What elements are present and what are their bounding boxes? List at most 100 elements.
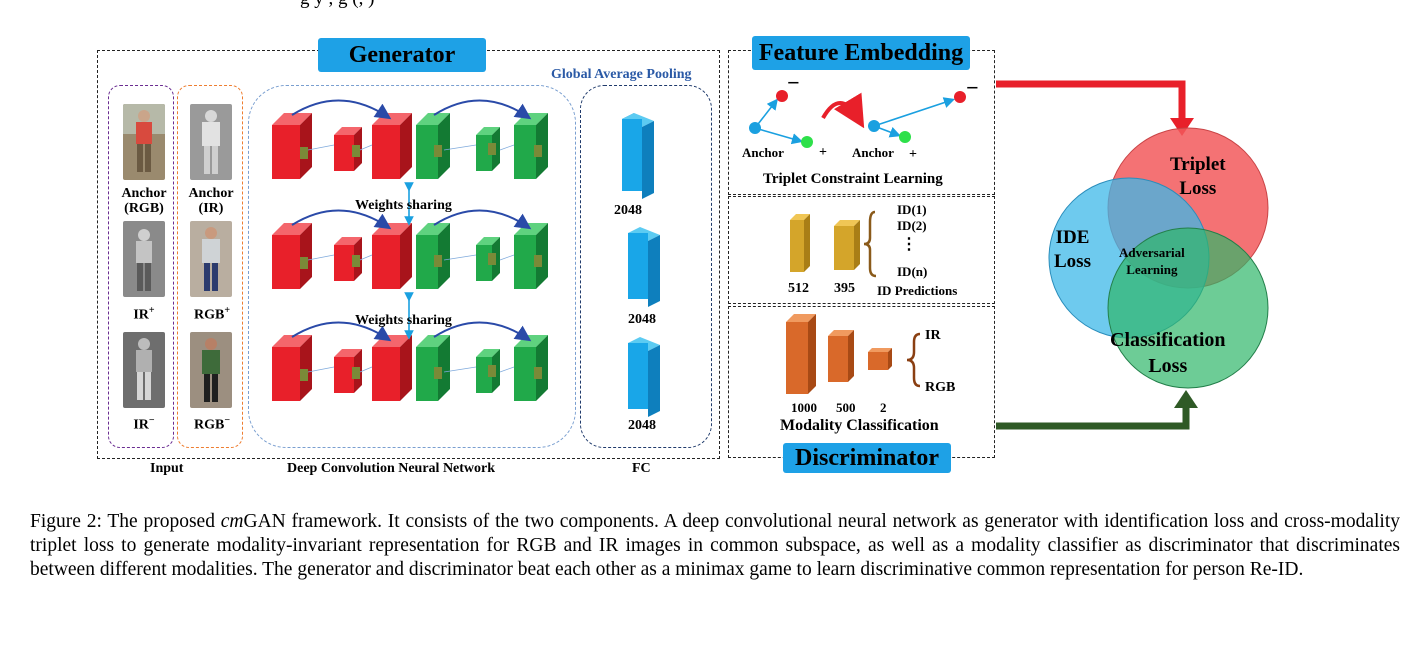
- fc-diagram: [622, 113, 660, 417]
- fc-bar-1: [622, 113, 654, 199]
- conv-green-3: [514, 113, 548, 179]
- kernel-4: [488, 253, 496, 265]
- kernel-4: [488, 365, 496, 377]
- connection-lines: [307, 144, 515, 151]
- kernel-3: [434, 255, 442, 267]
- fc-label: FC: [632, 461, 651, 476]
- conv-red-2: [334, 127, 362, 171]
- conv-red-2: [334, 237, 362, 281]
- positive-point-2: [899, 131, 911, 143]
- fc-dim-2: 2048: [628, 312, 656, 327]
- feature-embedding-title: Feature Embedding: [752, 36, 970, 70]
- triplet-title: Triplet Constraint Learning: [763, 171, 943, 187]
- mod-output-ir: IR: [925, 328, 941, 343]
- mod-block-1000: [786, 314, 816, 394]
- rgb-minus-image: [190, 332, 232, 408]
- cnn-row-3: [272, 321, 548, 401]
- kernel-2: [352, 145, 360, 157]
- conv-green-3: [514, 335, 548, 401]
- mod-dim-2: 2: [880, 400, 887, 415]
- triplet-loss-label: Triplet Loss: [1170, 154, 1226, 199]
- cnn-box: [248, 85, 576, 448]
- fc-box: [580, 85, 712, 448]
- conv-red-1: [272, 223, 312, 289]
- triplet-plus-1: +: [819, 145, 827, 160]
- kernel-3: [434, 367, 442, 379]
- kernel-5: [534, 367, 542, 379]
- triplet-anchor-1: Anchor: [742, 145, 784, 160]
- triplet-minus-1: −: [787, 70, 800, 95]
- modality-title: Modality Classification: [780, 417, 939, 434]
- skip-arrow-1: [291, 99, 392, 120]
- triplet-diagram: [749, 90, 966, 148]
- kernel-1: [300, 147, 308, 159]
- input-ir-column-box: [108, 85, 174, 448]
- ide-loss-label: IDE Loss: [1054, 227, 1091, 272]
- fc-dim-3: 2048: [628, 418, 656, 433]
- rgb-plus-image: [190, 221, 232, 297]
- weights-sharing-2: Weights sharing: [355, 313, 452, 328]
- kernel-1: [300, 369, 308, 381]
- fc-bar-2: [628, 227, 660, 307]
- id-dim-395: 395: [834, 281, 855, 296]
- anchor-ir-label: Anchor (IR): [188, 186, 234, 216]
- anchor-rgb-image: [123, 104, 165, 180]
- fc-dim-1: 2048: [614, 203, 642, 218]
- green-arrow: [996, 406, 1190, 430]
- ir-plus-image: [123, 221, 165, 297]
- id-block-512: [790, 214, 810, 272]
- skip-arrow-1: [291, 209, 392, 230]
- conv-red-1: [272, 335, 312, 401]
- skip-arrow-2: [433, 321, 532, 342]
- weights-sharing-1: Weights sharing: [355, 198, 452, 213]
- triplet-plus-2: +: [909, 147, 917, 162]
- id-pred-box: [728, 196, 995, 304]
- adversarial-label: Adversarial Learning: [1119, 245, 1185, 277]
- id-1: ID(1): [897, 202, 927, 217]
- id-dim-512: 512: [788, 281, 809, 296]
- mod-output-rgb: RGB: [925, 380, 956, 395]
- skip-arrow-2: [433, 99, 532, 120]
- cnn-row-1: [272, 99, 548, 179]
- mod-dim-500: 500: [836, 400, 856, 415]
- global-average-pooling-label: Global Average Pooling: [551, 67, 692, 82]
- anchor-point-2: [868, 120, 880, 132]
- figure-caption: Figure 2: The proposed cmGAN framework. …: [30, 511, 1400, 580]
- rgb-plus-label: RGB+: [193, 305, 231, 323]
- id-dots: ⋮: [901, 236, 917, 253]
- conv-green-1: [416, 223, 450, 289]
- connection-lines: [307, 254, 515, 261]
- classification-loss-label: Classification Loss: [1110, 329, 1226, 377]
- discriminator-title: Discriminator: [783, 443, 951, 473]
- red-arrow: [996, 80, 1186, 120]
- id-pred-diagram: [790, 210, 877, 278]
- classification-loss-circle: [1107, 227, 1269, 389]
- kernel-5: [534, 145, 542, 157]
- conv-green-1: [416, 113, 450, 179]
- anchor-rgb-label: Anchor (RGB): [121, 186, 167, 216]
- negative-point-2: [954, 91, 966, 103]
- positive-point-1: [801, 136, 813, 148]
- conv-red-1: [272, 113, 312, 179]
- input-rgb-column-box: [177, 85, 243, 448]
- conv-red-3: [372, 335, 412, 401]
- venn-diagram: [996, 80, 1269, 430]
- kernel-2: [352, 255, 360, 267]
- mod-block-2: [868, 348, 892, 370]
- anchor-ir-image: [190, 104, 232, 180]
- conv-red-3: [372, 223, 412, 289]
- conv-red-3: [372, 113, 412, 179]
- rgb-minus-label: RGB−: [193, 415, 231, 433]
- kernel-3: [434, 145, 442, 157]
- anchor-point-1: [749, 122, 761, 134]
- cnn-diagram: [272, 99, 548, 401]
- skip-arrow-2: [433, 209, 532, 230]
- kernel-5: [534, 255, 542, 267]
- mod-dim-1000: 1000: [791, 400, 817, 415]
- triplet-anchor-2: Anchor: [852, 145, 894, 160]
- conv-green-1: [416, 335, 450, 401]
- negative-point-1: [776, 90, 788, 102]
- id-n: ID(n): [897, 264, 928, 279]
- skip-arrow-1: [291, 321, 392, 342]
- id-block-395: [834, 220, 860, 270]
